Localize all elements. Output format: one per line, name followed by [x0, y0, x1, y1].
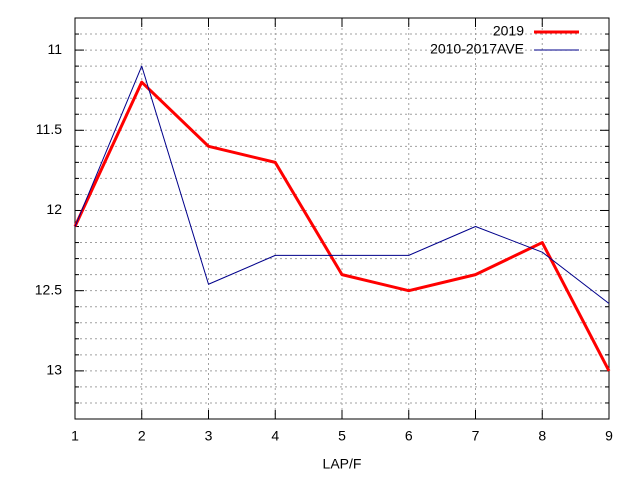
- y-tick-label: 12.5: [35, 281, 62, 297]
- y-tick-label: 13: [46, 362, 62, 378]
- x-tick-label: 5: [338, 428, 346, 444]
- x-tick-label: 6: [405, 428, 413, 444]
- x-tick-label: 1: [71, 428, 79, 444]
- y-tick-label: 12: [46, 201, 62, 217]
- legend-label: 2010-2017AVE: [430, 41, 524, 57]
- series-line: [73, 80, 611, 372]
- legend-label: 2019: [493, 23, 524, 39]
- x-axis-label: LAP/F: [323, 456, 362, 472]
- x-tick-label: 8: [538, 428, 546, 444]
- plot-frame: [74, 17, 610, 420]
- x-tick-label: 7: [472, 428, 480, 444]
- x-tick-label: 9: [605, 428, 613, 444]
- series-line: [74, 65, 610, 304]
- x-tick-label: 2: [138, 428, 146, 444]
- y-tick-label: 11.5: [36, 121, 62, 137]
- x-tick-label: 3: [205, 428, 213, 444]
- x-tick-label: 4: [271, 428, 279, 444]
- y-tick-label: 11: [47, 41, 62, 57]
